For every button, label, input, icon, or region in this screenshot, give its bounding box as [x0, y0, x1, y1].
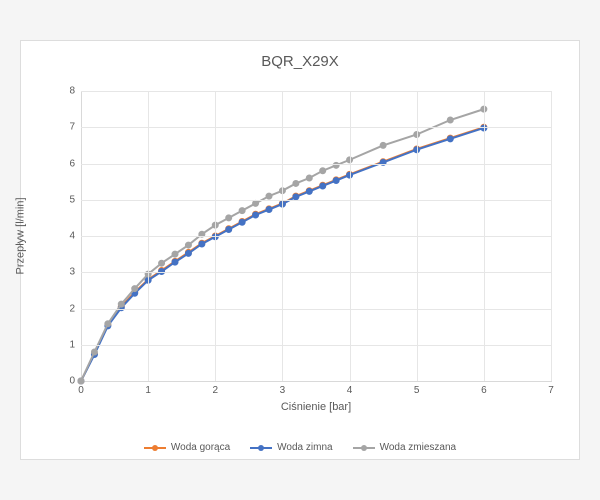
series-marker	[239, 208, 245, 214]
y-tick-label: 0	[69, 376, 75, 387]
series-marker	[293, 180, 299, 186]
gridline-h	[81, 309, 551, 310]
y-tick-label: 7	[69, 122, 75, 133]
series-marker	[320, 168, 326, 174]
legend-item: Woda zmieszana	[353, 442, 457, 453]
gridline-h	[81, 127, 551, 128]
x-tick-label: 5	[414, 385, 420, 396]
gridline-h	[81, 91, 551, 92]
y-axis-label: Przepływ [l/min]	[14, 197, 26, 274]
legend-label: Woda gorąca	[171, 442, 230, 453]
series-marker	[91, 349, 97, 355]
series-marker	[380, 159, 386, 165]
series-marker	[306, 175, 312, 181]
series-marker	[333, 178, 339, 184]
y-tick-label: 2	[69, 303, 75, 314]
x-tick-label: 0	[78, 385, 84, 396]
legend-marker-icon	[361, 445, 367, 451]
plot-area: Przepływ [l/min] Ciśnienie [bar] 0123456…	[81, 91, 551, 381]
series-marker	[239, 219, 245, 225]
series-marker	[253, 200, 259, 206]
legend-line-icon	[250, 447, 272, 449]
y-tick-label: 6	[69, 158, 75, 169]
y-tick-label: 4	[69, 231, 75, 242]
series-marker	[253, 212, 259, 218]
series-marker	[447, 136, 453, 142]
x-axis-label: Ciśnienie [bar]	[281, 401, 351, 413]
series-marker	[266, 207, 272, 213]
series-marker	[266, 193, 272, 199]
x-tick-label: 7	[548, 385, 554, 396]
legend-line-icon	[144, 447, 166, 449]
legend-item: Woda gorąca	[144, 442, 230, 453]
legend-marker-icon	[152, 445, 158, 451]
series-marker	[185, 242, 191, 248]
series-marker	[118, 301, 124, 307]
x-tick-label: 1	[145, 385, 151, 396]
y-tick-label: 3	[69, 267, 75, 278]
gridline-v	[551, 91, 552, 381]
legend-marker-icon	[258, 445, 264, 451]
legend-label: Woda zimna	[277, 442, 332, 453]
series-marker	[447, 117, 453, 123]
gridline-h	[81, 164, 551, 165]
series-marker	[226, 226, 232, 232]
series-marker	[172, 259, 178, 265]
x-tick-label: 4	[347, 385, 353, 396]
legend: Woda gorąca Woda zimna Woda zmieszana	[21, 441, 579, 454]
legend-label: Woda zmieszana	[380, 442, 457, 453]
x-tick-label: 6	[481, 385, 487, 396]
legend-line-icon	[353, 447, 375, 449]
series-marker	[320, 183, 326, 189]
x-tick-label: 3	[280, 385, 286, 396]
y-tick-label: 8	[69, 86, 75, 97]
chart-container: BQR_X29X Przepływ [l/min] Ciśnienie [bar…	[20, 40, 580, 460]
series-marker	[380, 142, 386, 148]
series-marker	[132, 286, 138, 292]
chart-title: BQR_X29X	[21, 41, 579, 74]
series-marker	[226, 215, 232, 221]
series-marker	[185, 250, 191, 256]
series-marker	[105, 321, 111, 327]
x-tick-label: 2	[213, 385, 219, 396]
series-marker	[159, 260, 165, 266]
series-marker	[172, 251, 178, 257]
legend-item: Woda zimna	[250, 442, 332, 453]
gridline-h	[81, 345, 551, 346]
gridline-h	[81, 272, 551, 273]
y-tick-label: 5	[69, 194, 75, 205]
y-tick-label: 1	[69, 339, 75, 350]
gridline-h	[81, 200, 551, 201]
gridline-h	[81, 236, 551, 237]
series-marker	[199, 241, 205, 247]
series-marker	[306, 188, 312, 194]
series-marker	[78, 378, 84, 384]
